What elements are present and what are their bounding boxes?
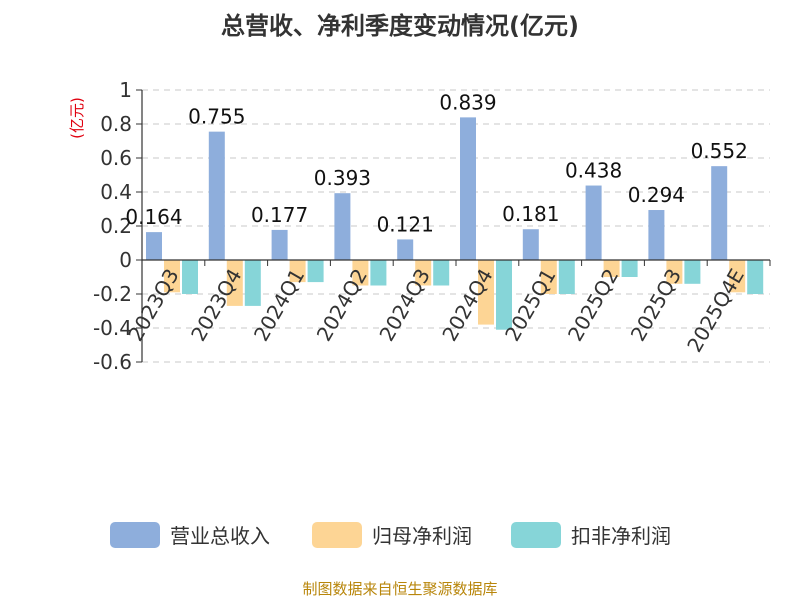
y-unit-label: (亿元): [68, 97, 86, 139]
y-tick-label: 1: [119, 78, 132, 102]
bar-2-2024Q2: [352, 260, 369, 286]
source-note: 制图数据来自恒生聚源数据库: [302, 580, 497, 598]
data-label: 0.181: [502, 202, 559, 226]
bar-1-2023Q3: [146, 232, 162, 260]
y-tick-label: -0.6: [93, 350, 132, 374]
legend: 营业总收入 归母净利润 扣非净利润: [110, 522, 671, 548]
bar-3-2025Q3: [684, 260, 701, 284]
data-label: 0.552: [691, 139, 748, 163]
legend-swatch: [110, 522, 160, 548]
data-label: 0.839: [439, 90, 496, 114]
bar-2-2024Q3: [415, 260, 432, 286]
y-tick-label: 0.6: [100, 146, 132, 170]
y-axis: 1 0.8 0.6 0.4 0.2 0 -0.2 -0.4 -0.6: [93, 78, 143, 374]
legend-swatch: [312, 522, 362, 548]
bar-3-2023Q3: [182, 260, 198, 294]
bar-3-2025Q2: [621, 260, 638, 277]
bar-3-2024Q3: [433, 260, 450, 286]
bar-2-2025Q2: [603, 260, 620, 277]
bar-3-2024Q4: [496, 260, 512, 330]
bar-1-2025Q3: [648, 210, 665, 260]
bar-3-2023Q4: [244, 260, 261, 306]
y-tick-label: 0: [119, 248, 132, 272]
bar-1-2025Q4E: [711, 166, 728, 260]
bar-3-2024Q1: [307, 260, 324, 283]
bar-1-2024Q2: [334, 193, 351, 260]
bar-2-2025Q1: [540, 260, 557, 294]
bar-2-2024Q1: [289, 260, 306, 283]
data-label: 0.755: [188, 105, 245, 129]
bar-1-2024Q1: [271, 229, 288, 260]
grid: [142, 89, 770, 363]
data-label: 0.177: [251, 203, 308, 227]
bar-2-2025Q4E: [729, 260, 746, 293]
legend-label: 营业总收入: [170, 524, 270, 548]
y-tick-label: -0.4: [93, 316, 132, 340]
data-label: 0.438: [565, 159, 622, 183]
data-label: 0.121: [377, 212, 434, 236]
bar-1-2025Q2: [585, 185, 602, 260]
bar-2-2023Q4: [226, 260, 243, 306]
bar-3-2025Q1: [558, 260, 575, 294]
x-tick-label: 2023Q3: [123, 265, 183, 346]
y-tick-label: 0.8: [100, 112, 132, 136]
bar-1-2025Q1: [522, 229, 539, 260]
y-tick-label: 0.4: [100, 180, 132, 204]
bar-1-2024Q3: [397, 239, 414, 260]
data-label: 0.294: [628, 183, 685, 207]
y-tick-label: -0.2: [93, 282, 132, 306]
bars: [146, 117, 764, 330]
data-label: 0.393: [314, 166, 371, 190]
bar-1-2023Q4: [208, 131, 225, 260]
bar-1-2024Q4: [460, 117, 476, 261]
bar-2-2024Q4: [478, 260, 494, 325]
legend-label: 归母净利润: [372, 524, 472, 548]
legend-swatch: [511, 522, 561, 548]
legend-label: 扣非净利润: [571, 524, 671, 548]
bar-3-2024Q2: [370, 260, 387, 286]
bar-3-2025Q4E: [747, 260, 764, 294]
bar-2-2023Q3: [164, 260, 180, 293]
y-tick-label: 0.2: [100, 214, 132, 238]
chart-title: 总营收、净利季度变动情况(亿元): [221, 12, 579, 40]
data-label: 0.164: [125, 205, 182, 229]
bar-2-2025Q3: [666, 260, 683, 284]
